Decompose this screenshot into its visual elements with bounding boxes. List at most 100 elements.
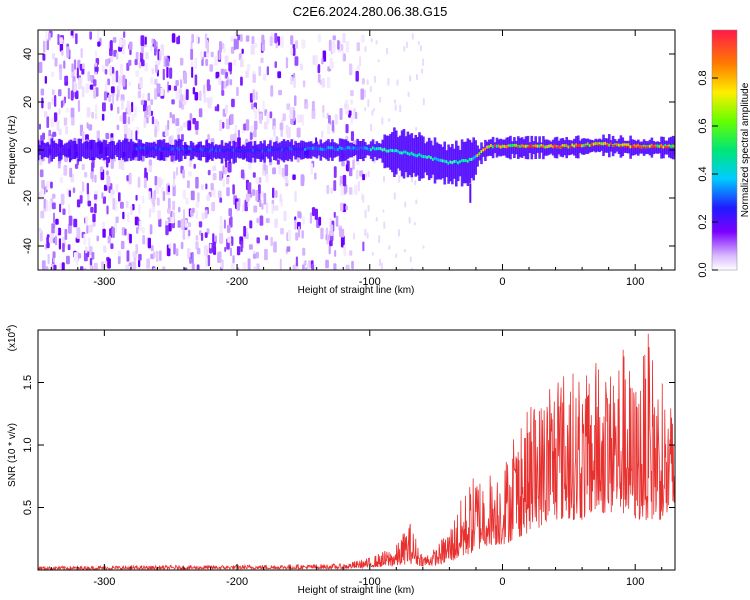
ridge-core (451, 161, 454, 165)
noise-cell (253, 120, 258, 130)
noise-cell (190, 60, 194, 68)
ridge-peak (651, 146, 653, 149)
noise-cell (239, 34, 243, 42)
noise-cell (112, 227, 115, 239)
noise-cell (409, 256, 412, 263)
noise-cell (132, 251, 136, 259)
noise-cell (252, 73, 256, 83)
ridge-band (480, 142, 483, 165)
noise-cell (50, 181, 53, 189)
ridge-core (290, 147, 293, 151)
ridge-band (462, 142, 466, 184)
ridge-core (660, 143, 663, 147)
ridge-core (230, 149, 233, 153)
noise-cell (318, 216, 322, 226)
noise-cell (194, 57, 198, 69)
ridge-core (358, 147, 361, 151)
noise-cell (296, 114, 301, 123)
noise-cell (120, 240, 125, 250)
ridge-band (118, 139, 121, 161)
noise-cell (118, 46, 122, 52)
ridge-band (278, 142, 282, 160)
noise-cell (335, 215, 339, 227)
noise-cell (131, 102, 134, 113)
noise-cell (353, 232, 356, 240)
noise-cell (86, 224, 89, 234)
noise-cell (258, 66, 262, 76)
noise-cell (207, 169, 211, 176)
ridge-band (145, 142, 148, 158)
ridge-core (524, 144, 528, 148)
noise-cell (360, 88, 365, 100)
noise-cell (207, 99, 212, 109)
noise-cell (38, 227, 42, 234)
ridge-core (617, 143, 621, 147)
noise-cell (294, 56, 299, 66)
noise-cell (172, 184, 176, 197)
ridge-peak (517, 146, 519, 149)
ridge-band (48, 144, 51, 156)
noise-cell (263, 192, 267, 205)
ridge-band (271, 145, 274, 157)
ridge-core (180, 148, 183, 152)
noise-cell (111, 189, 115, 195)
noise-cell (275, 190, 278, 198)
noise-cell (328, 245, 331, 255)
noise-cell (102, 228, 106, 238)
noise-cell (115, 216, 119, 224)
ridge-band (509, 135, 512, 160)
ridge-band (56, 143, 59, 157)
noise-cell (180, 79, 183, 89)
noise-cell (58, 108, 61, 115)
noise-cell (167, 197, 171, 210)
noise-cell (379, 258, 381, 267)
noise-cell (212, 173, 217, 181)
ridge-band (273, 142, 276, 161)
ridge-band (468, 139, 472, 184)
noise-cell (156, 83, 161, 94)
noise-cell (217, 251, 222, 263)
noise-cell (188, 229, 191, 237)
noise-cell (206, 194, 210, 202)
noise-cell (383, 175, 385, 183)
ridge-band (309, 141, 313, 159)
ridge-core (472, 156, 475, 160)
noise-cell (237, 129, 240, 138)
noise-cell (223, 81, 227, 89)
noise-cell (59, 263, 62, 269)
noise-cell (93, 262, 98, 270)
snr-y-scale-exponent: 4 (6, 328, 13, 332)
spectrogram-y-axis-label: Frequency (Hz) (7, 116, 18, 185)
noise-cell (305, 269, 308, 270)
colorbar: 0.0 0.2 0.4 0.6 0.8 Normalized spectral ampl… (697, 29, 750, 278)
ridge-core (583, 143, 586, 147)
ridge-peak (627, 145, 630, 148)
noise-cell (205, 58, 209, 66)
noise-cell (227, 161, 232, 173)
noise-cell (67, 244, 71, 251)
ridge-band (389, 133, 392, 170)
ridge-core (335, 148, 338, 151)
noise-cell (296, 127, 301, 138)
noise-cell (236, 246, 241, 256)
noise-cell (175, 80, 179, 87)
ridge-core (246, 149, 249, 153)
noise-cell (151, 68, 154, 75)
ridge-core (159, 147, 162, 151)
noise-cell (277, 71, 282, 79)
ridge-core (176, 146, 179, 150)
noise-cell (110, 103, 113, 111)
noise-cell (235, 39, 239, 50)
ridge-core (399, 151, 402, 155)
ridge-core (484, 147, 487, 151)
ridge-core (302, 147, 305, 150)
ridge-band (65, 142, 69, 158)
ridge-peak (569, 146, 572, 149)
ridge-band (656, 141, 659, 154)
noise-cell (210, 183, 214, 191)
noise-cell (407, 91, 410, 97)
noise-cell (154, 175, 158, 186)
noise-cell (234, 32, 238, 39)
noise-cell (169, 112, 172, 119)
noise-cell (249, 93, 253, 103)
